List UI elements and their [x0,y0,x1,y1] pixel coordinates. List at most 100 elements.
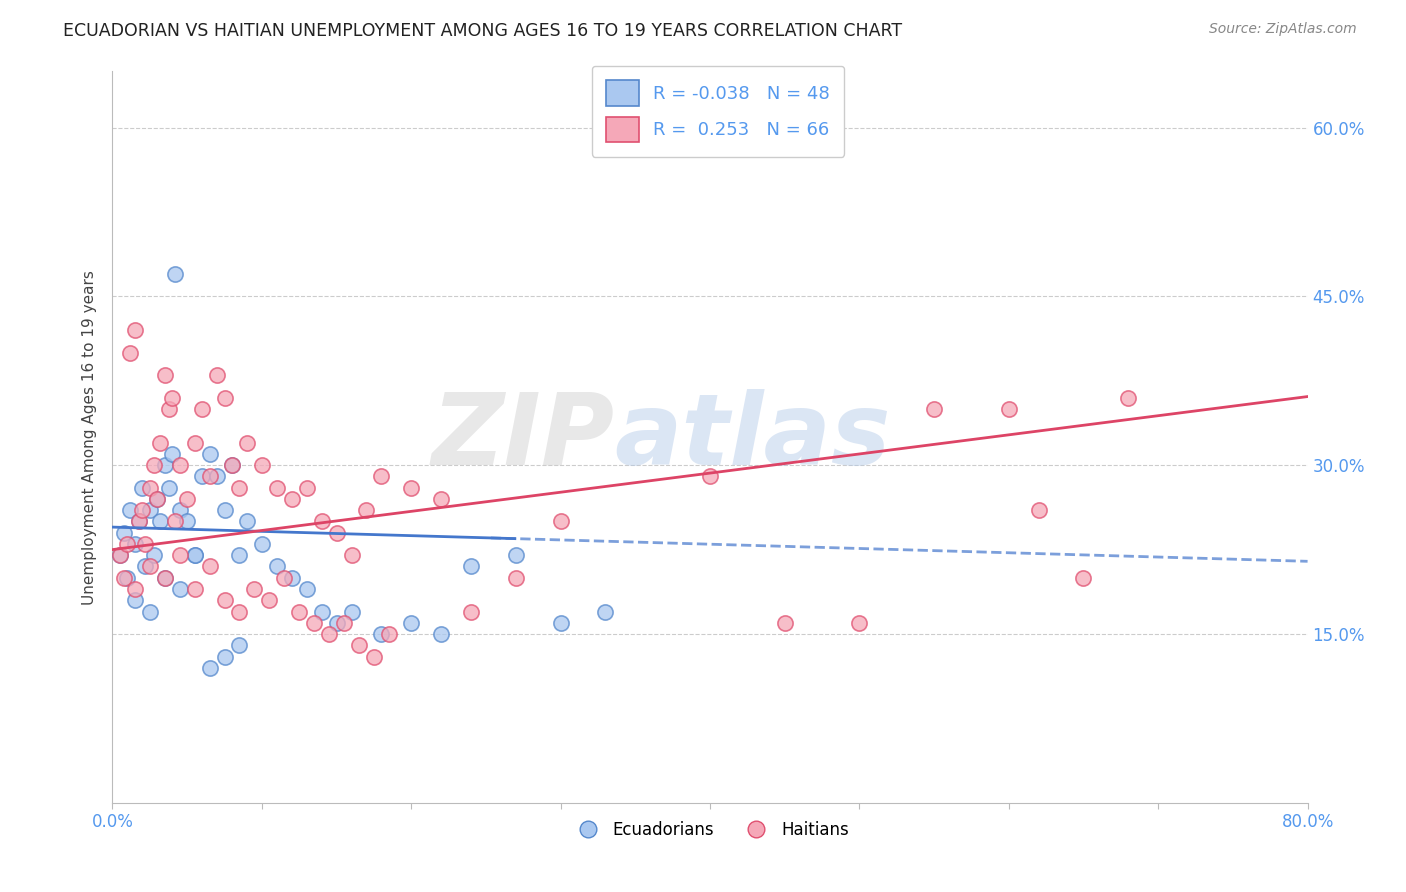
Point [124,537,146,551]
Point [124,582,146,596]
Point [236,435,259,450]
Point [146,491,169,506]
Point [139,559,162,574]
Point [325,615,347,630]
Point [117,537,139,551]
Point [191,469,214,483]
Point [198,661,221,675]
Point [191,401,214,416]
Point [250,458,273,473]
Point [401,481,423,495]
Point [505,548,527,562]
Point [198,559,221,574]
Point [198,469,221,483]
Point [214,503,236,517]
Point [302,615,325,630]
Point [363,649,385,664]
Point [318,627,340,641]
Point [183,548,205,562]
Legend: Ecuadorians, Haitians: Ecuadorians, Haitians [565,814,855,846]
Point [236,515,259,529]
Point [273,571,295,585]
Point [340,548,363,562]
Point [165,515,187,529]
Point [169,548,191,562]
Point [311,515,333,529]
Point [250,537,273,551]
Point [108,548,131,562]
Point [1028,503,1050,517]
Point [146,491,169,506]
Point [295,481,318,495]
Point [205,469,228,483]
Point [183,582,205,596]
Point [114,571,135,585]
Point [550,615,572,630]
Point [124,323,146,337]
Point [117,571,139,585]
Point [114,525,135,540]
Point [699,469,721,483]
Point [169,503,191,517]
Point [120,503,142,517]
Point [259,593,281,607]
Point [356,503,378,517]
Point [169,458,191,473]
Point [266,481,288,495]
Point [165,267,187,281]
Point [134,559,156,574]
Point [595,605,617,619]
Point [228,548,250,562]
Point [124,593,146,607]
Point [134,537,156,551]
Point [214,391,236,405]
Point [139,503,162,517]
Point [401,615,423,630]
Point [153,571,176,585]
Point [214,593,236,607]
Point [198,447,221,461]
Point [139,481,162,495]
Point [325,525,347,540]
Point [131,503,153,517]
Point [460,605,482,619]
Y-axis label: Unemployment Among Ages 16 to 19 years: Unemployment Among Ages 16 to 19 years [82,269,97,605]
Point [550,515,572,529]
Point [143,548,166,562]
Point [370,469,392,483]
Point [266,559,288,574]
Point [221,458,243,473]
Point [153,458,176,473]
Point [1118,391,1140,405]
Point [176,515,198,529]
Point [143,458,166,473]
Text: atlas: atlas [614,389,891,485]
Point [288,605,311,619]
Point [228,605,250,619]
Point [153,368,176,383]
Point [333,615,356,630]
Point [131,481,153,495]
Point [162,447,183,461]
Point [162,391,183,405]
Point [176,491,198,506]
Point [157,481,180,495]
Point [773,615,796,630]
Point [153,571,176,585]
Point [311,605,333,619]
Point [228,638,250,652]
Point [128,515,150,529]
Point [243,582,266,596]
Point [149,435,172,450]
Point [370,627,392,641]
Point [228,481,250,495]
Point [460,559,482,574]
Point [169,582,191,596]
Point [108,548,131,562]
Point [139,605,162,619]
Point [347,638,370,652]
Point [922,401,945,416]
Point [183,435,205,450]
Point [149,515,172,529]
Point [430,627,453,641]
